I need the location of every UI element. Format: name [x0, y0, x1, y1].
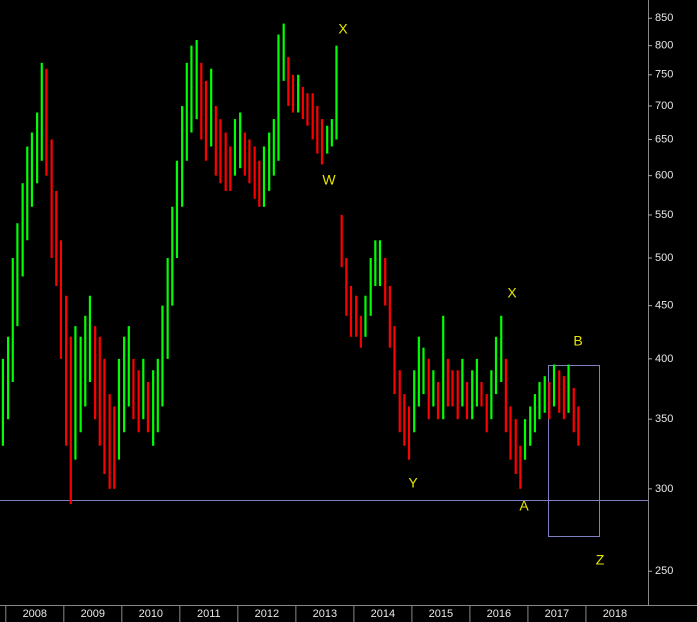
annotation: Y	[408, 475, 418, 491]
x-tick-label: 2016	[487, 608, 511, 620]
target-box	[548, 365, 600, 537]
y-tick-label: 350	[655, 413, 673, 425]
y-tick-label: 300	[655, 483, 673, 495]
annotation: B	[573, 333, 582, 349]
x-tick-label: 2014	[371, 608, 395, 620]
annotation: X	[507, 285, 517, 301]
x-tick-label: 2012	[255, 608, 279, 620]
y-tick-label: 550	[655, 209, 673, 221]
annotation: A	[519, 498, 529, 514]
annotation: Z	[596, 552, 605, 568]
y-tick-label: 750	[655, 69, 673, 81]
y-tick-label: 250	[655, 565, 673, 577]
x-tick-label: 2011	[197, 608, 221, 620]
x-tick-label: 2008	[23, 608, 47, 620]
x-tick-label: 2015	[429, 608, 453, 620]
x-tick-label: 2018	[603, 608, 627, 620]
y-tick-label: 600	[655, 170, 673, 182]
x-tick-label: 2017	[545, 608, 569, 620]
annotation: X	[338, 21, 348, 37]
annotation: W	[322, 172, 336, 188]
y-tick-label: 450	[655, 300, 673, 312]
y-tick-label: 400	[655, 353, 673, 365]
x-tick-label: 2009	[81, 608, 105, 620]
x-tick-label: 2013	[313, 608, 337, 620]
y-tick-label: 850	[655, 12, 673, 24]
y-tick-label: 800	[655, 40, 673, 52]
y-tick-label: 650	[655, 133, 673, 145]
y-tick-label: 700	[655, 100, 673, 112]
y-tick-label: 500	[655, 252, 673, 264]
x-tick-label: 2010	[139, 608, 163, 620]
